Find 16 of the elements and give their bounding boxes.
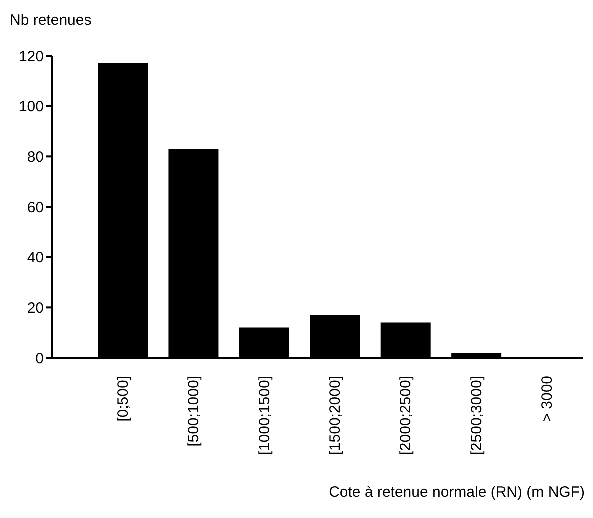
y-tick-label: 20 xyxy=(27,300,44,317)
y-tick-label: 100 xyxy=(18,98,44,116)
x-tick-label: [500;1000] xyxy=(186,376,203,447)
x-tick-label: [2500;3000] xyxy=(468,376,486,456)
x-tick-label: [1500;2000] xyxy=(327,376,344,456)
y-tick-label: 60 xyxy=(27,199,44,216)
y-tick-label: 120 xyxy=(18,48,44,66)
y-axis-title: Nb retenues xyxy=(10,12,92,29)
y-tick-label: 40 xyxy=(27,250,44,267)
x-tick-label: > 3000 xyxy=(539,376,556,422)
x-axis-title: Cote à retenue normale (RN) (m NGF) xyxy=(329,484,585,501)
x-tick-label: [2000;2500] xyxy=(398,376,415,456)
x-tick-label: [1000;1500] xyxy=(256,376,274,456)
y-tick-label: 0 xyxy=(36,350,44,368)
x-tick-label: [0;500] xyxy=(114,376,132,422)
y-tick-label: 80 xyxy=(27,148,44,166)
